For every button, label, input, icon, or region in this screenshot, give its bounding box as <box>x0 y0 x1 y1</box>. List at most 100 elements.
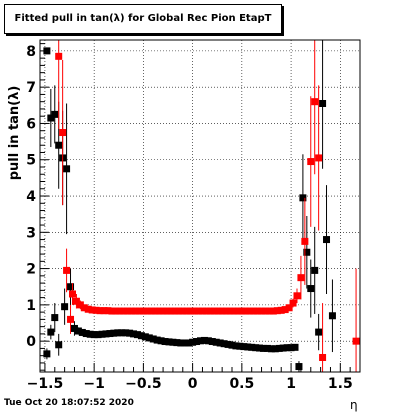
red-series-point <box>135 307 143 315</box>
red-series-point <box>226 307 234 315</box>
red-series-point <box>183 307 191 315</box>
plot-frame <box>39 39 361 373</box>
red-series-point <box>195 307 203 315</box>
red-series-point <box>269 307 277 315</box>
red-series-point <box>307 158 315 166</box>
red-series-point <box>108 307 116 315</box>
data-marks <box>43 40 360 372</box>
black-series-point <box>78 328 86 336</box>
black-series-point <box>267 345 275 353</box>
black-series-point <box>82 330 90 338</box>
black-series-point <box>51 314 59 322</box>
red-series-point <box>222 307 230 315</box>
grid-lines <box>40 40 360 372</box>
red-series-point <box>167 307 175 315</box>
black-series-point <box>145 334 153 342</box>
red-series-point <box>175 307 183 315</box>
black-series-point <box>130 330 138 338</box>
black-series-point <box>200 336 208 344</box>
red-series-point <box>242 307 250 315</box>
x-tick-label: 0 <box>188 376 198 392</box>
black-series-point <box>181 339 189 347</box>
red-series-point <box>96 307 104 315</box>
red-series-point <box>293 292 301 300</box>
y-tick-label: 5 <box>26 153 36 169</box>
black-series-point <box>169 338 177 346</box>
red-series-point <box>191 307 199 315</box>
timestamp-footer: Tue Oct 20 18:07:52 2020 <box>4 398 134 408</box>
black-series-point <box>311 266 319 274</box>
red-series-point <box>265 307 273 315</box>
red-series-point <box>315 154 323 162</box>
red-series-point <box>116 307 124 315</box>
black-series-point <box>118 329 126 337</box>
red-series-point <box>80 304 88 312</box>
x-tick-label: 1 <box>286 376 296 392</box>
red-series-point <box>132 307 140 315</box>
red-series-point <box>297 274 305 282</box>
x-tick-label: 0.5 <box>229 376 254 392</box>
red-series-point <box>230 307 238 315</box>
black-series-point <box>323 236 331 244</box>
black-series-point <box>106 330 114 338</box>
red-series-point <box>206 307 214 315</box>
x-tick-label: 1.5 <box>328 376 353 392</box>
red-series-point <box>246 307 254 315</box>
red-series-point <box>155 307 163 315</box>
y-tick-label: 4 <box>26 189 36 205</box>
black-series-point <box>47 328 55 336</box>
black-series-point <box>232 342 240 350</box>
black-series-point <box>67 283 75 291</box>
black-series-point <box>55 341 63 349</box>
black-series-point <box>157 337 165 345</box>
y-axis-label: pull in tan(λ) <box>7 85 22 181</box>
red-series-point <box>151 307 159 315</box>
red-series-point <box>254 307 262 315</box>
black-series-point <box>149 335 157 343</box>
black-series-point <box>328 312 336 320</box>
black-series-point <box>165 338 173 346</box>
black-series-point <box>240 343 248 351</box>
red-series-point <box>285 304 293 312</box>
y-tick-label: 2 <box>26 262 36 278</box>
black-series-point <box>70 324 78 332</box>
black-series-point <box>216 339 224 347</box>
red-series-point <box>238 307 246 315</box>
y-tick-label: 7 <box>26 80 36 96</box>
black-series-point <box>110 329 118 337</box>
y-tick-label: 3 <box>26 225 36 241</box>
red-series-point <box>261 307 269 315</box>
red-series-point <box>100 307 108 315</box>
red-series-point <box>124 307 132 315</box>
red-series-point <box>179 307 187 315</box>
red-series-point <box>273 307 281 315</box>
red-series-point <box>68 290 76 298</box>
red-series-point <box>139 307 147 315</box>
black-series-point <box>74 327 82 335</box>
black-series-point <box>283 344 291 352</box>
red-series-point <box>198 307 206 315</box>
red-series-point <box>128 307 136 315</box>
red-series-point <box>72 297 80 305</box>
red-series-point <box>319 353 327 361</box>
red-series-point <box>202 307 210 315</box>
black-series-point <box>220 340 228 348</box>
black-series-point <box>248 343 256 351</box>
black-series-point <box>196 337 204 345</box>
red-series-point <box>147 307 155 315</box>
x-tick-label: −0.5 <box>125 376 162 392</box>
red-series-point <box>163 307 171 315</box>
red-series-point <box>92 306 100 314</box>
black-series-point <box>315 328 323 336</box>
y-tick-label: 1 <box>26 298 36 314</box>
black-series-point <box>212 338 220 346</box>
red-series-point <box>210 307 218 315</box>
black-series-point <box>275 344 283 352</box>
red-series-point <box>218 307 226 315</box>
black-series-point <box>51 110 59 118</box>
black-series-point <box>63 165 71 173</box>
black-series-point <box>291 343 299 351</box>
black-series-point <box>185 339 193 347</box>
black-series-point <box>94 331 102 339</box>
black-series-point <box>252 344 260 352</box>
